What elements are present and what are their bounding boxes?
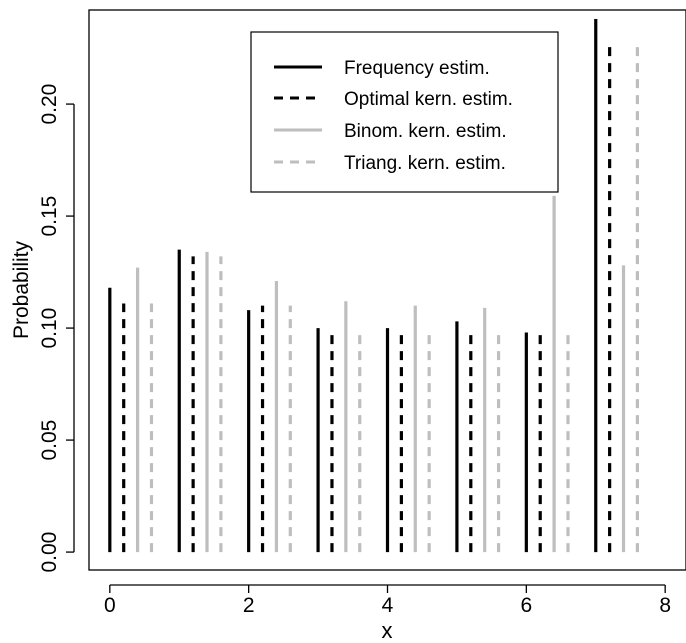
y-tick-label: 0.20 [38, 84, 61, 125]
legend-box [250, 31, 559, 193]
x-tick-label: 2 [243, 594, 255, 617]
y-axis: 0.00 0.05 0.10 0.15 0.20 [38, 84, 75, 573]
y-axis-label: Probability [10, 240, 33, 339]
x-tick-label: 0 [104, 594, 116, 617]
legend-label-frequency: Frequency estim. [344, 58, 490, 79]
legend-label-triang: Triang. kern. estim. [344, 153, 506, 174]
x-axis-label: x [382, 618, 393, 643]
legend-label-binom: Binom. kern. estim. [344, 121, 507, 142]
legend-label-optimal: Optimal kern. estim. [344, 89, 513, 110]
x-tick-label: 4 [382, 594, 394, 617]
x-axis: 0 2 4 6 8 [104, 584, 671, 617]
y-tick-label: 0.00 [38, 532, 61, 573]
y-tick-label: 0.15 [38, 196, 61, 237]
plot-frame [88, 9, 686, 571]
bars-group [108, 18, 640, 553]
x-tick-label: 6 [520, 594, 532, 617]
legend: Frequency estim. Optimal kern. estim. Bi… [250, 31, 559, 193]
y-tick-label: 0.10 [38, 308, 61, 349]
y-tick-label: 0.05 [38, 420, 61, 461]
x-tick-label: 8 [659, 594, 671, 617]
